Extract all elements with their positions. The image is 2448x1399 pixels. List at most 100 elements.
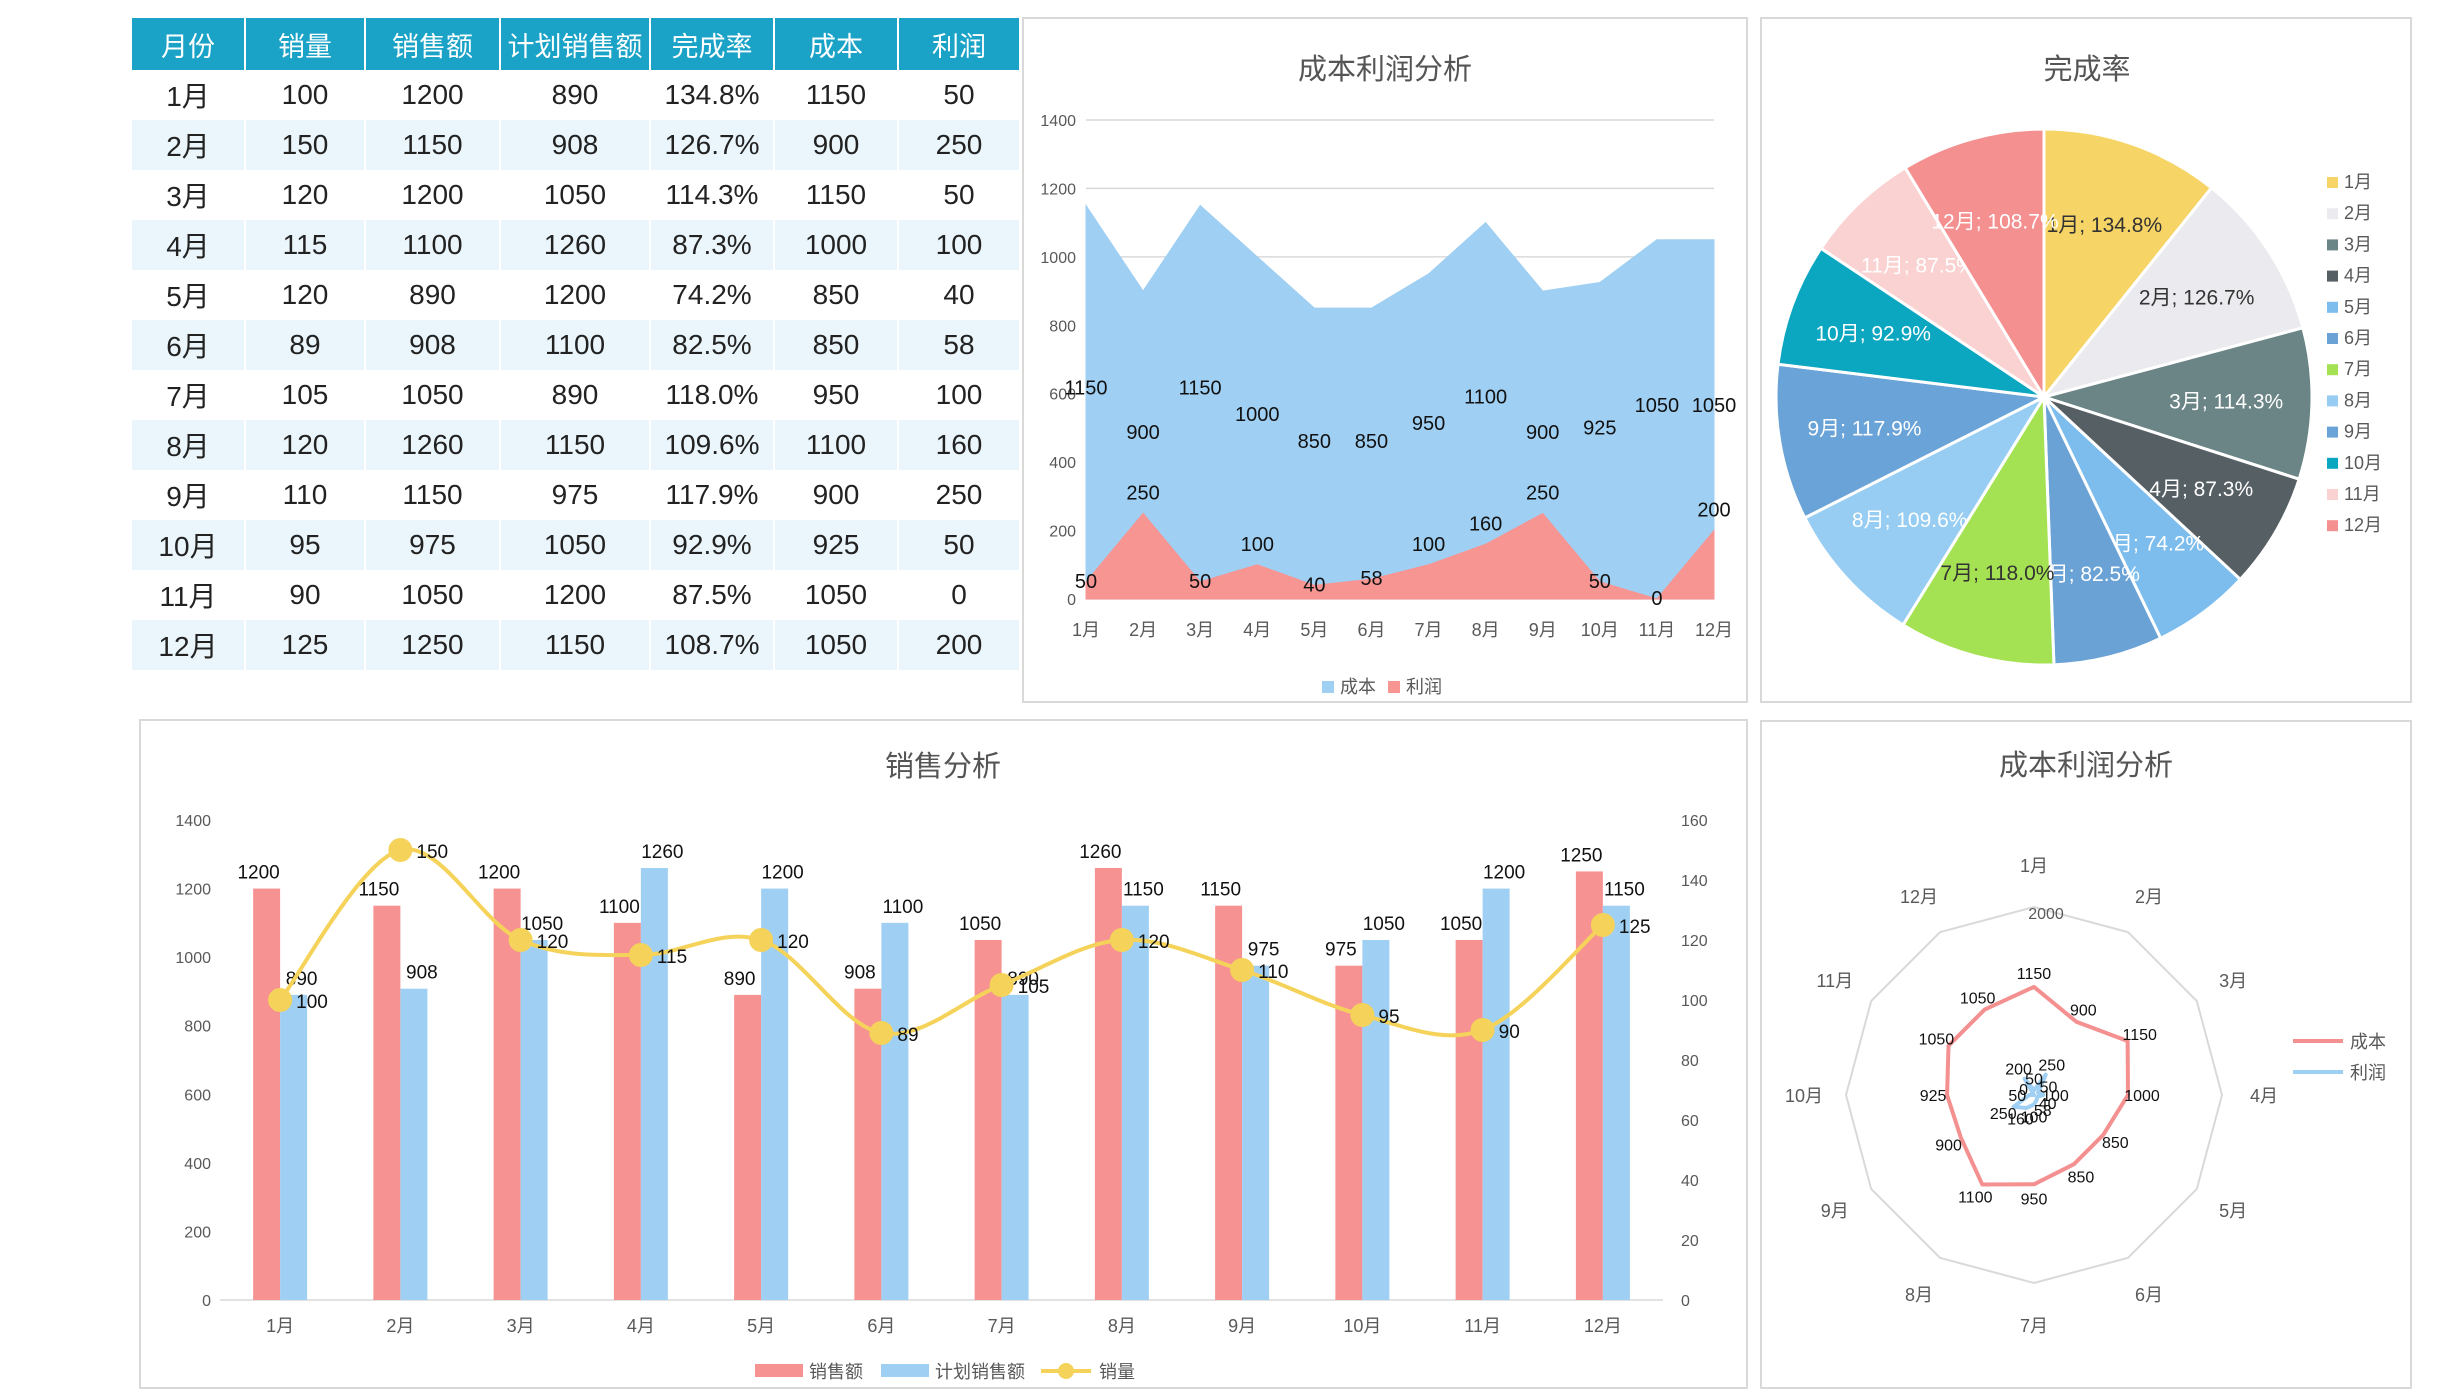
bar-data-label: 908	[406, 963, 438, 984]
bar-data-label: 1050	[1363, 914, 1405, 935]
pie-slice	[1774, 362, 2050, 520]
legend-swatch	[2327, 457, 2338, 469]
table-cell: 1150	[774, 70, 899, 120]
legend-label: 11月	[2344, 484, 2381, 504]
radar-data-label: 850	[2068, 1169, 2095, 1186]
data-label: 1100	[1464, 386, 1507, 408]
legend-label: 8月	[2344, 390, 2372, 410]
y-tick-label: 1000	[1040, 250, 1076, 267]
pie-slice	[1900, 392, 2056, 667]
x-tick-label: 9月	[1529, 620, 1557, 640]
line-data-label: 110	[1258, 962, 1288, 983]
line-data-label: 95	[1378, 1007, 1399, 1028]
x-tick-label: 6月	[867, 1316, 895, 1336]
bar	[1001, 994, 1029, 1300]
chart-title: 成本利润分析	[1999, 749, 2173, 782]
table-cell: 120	[245, 420, 366, 470]
data-label: 900	[1526, 422, 1559, 444]
table-cell: 1100	[500, 320, 651, 370]
x-tick-label: 2月	[1129, 620, 1157, 640]
legend: 成本利润	[2293, 1032, 2386, 1083]
chart-title: 完成率	[2043, 53, 2130, 86]
radar-axis-label: 5月	[2219, 1201, 2247, 1221]
pie-slice	[1802, 393, 2049, 627]
table-header-cell: 利润	[898, 18, 1021, 70]
line-data-label: 120	[1138, 932, 1170, 953]
line-marker	[989, 973, 1014, 997]
bar-data-label: 1150	[1200, 880, 1241, 901]
radar-data-label: 900	[1935, 1137, 1962, 1154]
data-label: 1150	[1179, 377, 1222, 399]
data-table: 月份 销量 销售额 计划销售额 完成率 成本 利润 1月 100 1200 890 134.8% 11…	[132, 18, 1021, 670]
legend-label: 计划销售额	[935, 1362, 1025, 1382]
legend-label: 2月	[2344, 203, 2372, 223]
line-marker	[869, 1021, 894, 1045]
y2-tick-label: 40	[1681, 1173, 1699, 1190]
x-tick-label: 7月	[988, 1316, 1016, 1336]
legend-swatch	[2327, 301, 2338, 313]
data-label: 50	[1189, 571, 1211, 593]
y2-tick-label: 160	[1681, 813, 1708, 830]
pie-slice	[2042, 395, 2301, 582]
table-header-cell: 销售额	[365, 18, 501, 70]
pie-slice	[2042, 396, 2163, 667]
table-header-cell: 销量	[245, 18, 366, 70]
table-cell: 100	[898, 370, 1021, 420]
y2-tick-label: 0	[1681, 1293, 1690, 1310]
x-tick-label: 11月	[1639, 620, 1676, 640]
y-tick-label: 600	[1049, 387, 1076, 404]
legend-swatch	[2327, 520, 2338, 532]
x-tick-label: 1月	[266, 1316, 294, 1336]
line-marker	[749, 928, 774, 952]
legend-swatch	[755, 1364, 803, 1377]
table-cell: 118.0%	[650, 370, 775, 420]
radar-data-label: 1150	[2017, 966, 2052, 983]
data-label: 1050	[1635, 395, 1680, 417]
table-cell: 74.2%	[650, 270, 775, 320]
bar-data-label: 1100	[882, 897, 923, 918]
table-row: 12月 125 1250 1150 108.7% 1050 200	[132, 620, 1021, 670]
bar-data-label: 975	[1325, 940, 1357, 961]
table-row: 1月 100 1200 890 134.8% 1150 50	[132, 70, 1021, 120]
table-cell: 1050	[365, 370, 501, 420]
table-cell: 925	[774, 520, 899, 570]
y-tick-label: 600	[184, 1087, 211, 1104]
bar-data-label: 1200	[1483, 863, 1525, 884]
pie-slice	[2038, 326, 2314, 482]
table-cell: 150	[245, 120, 366, 170]
bar	[280, 994, 308, 1300]
y2-tick-label: 80	[1681, 1053, 1699, 1070]
table-cell: 890	[500, 70, 651, 120]
radar-data-label: 40	[2039, 1096, 2057, 1113]
radar-axis-label: 4月	[2250, 1086, 2278, 1106]
radar-axis-label: 1月	[2020, 856, 2048, 876]
bar	[640, 868, 668, 1300]
table-cell: 1200	[365, 70, 501, 120]
y-tick-label: 1400	[1040, 113, 1076, 130]
data-label: 40	[1303, 574, 1325, 596]
table-header-cell: 成本	[774, 18, 899, 70]
line-marker	[508, 928, 533, 952]
legend-label: 7月	[2344, 359, 2372, 379]
pie-slice	[1818, 165, 2046, 399]
table-cell: 1050	[774, 570, 899, 620]
x-tick-label: 4月	[627, 1316, 655, 1336]
radar-data-label: 200	[2005, 1061, 2032, 1078]
table-row: 7月 105 1050 890 118.0% 950 100	[132, 370, 1021, 420]
area-chart: 成本利润分析0200400600800100012001400115090011…	[1040, 53, 1736, 697]
data-label: 925	[1583, 417, 1616, 439]
bar	[1242, 965, 1270, 1300]
pie-data-label: 1月; 134.8%	[2047, 214, 2163, 237]
table-cell: 1050	[500, 520, 651, 570]
data-label: 900	[1126, 422, 1159, 444]
bar-data-label: 975	[1248, 940, 1280, 961]
legend-swatch	[2327, 426, 2338, 438]
radar-grid	[1844, 905, 2224, 1285]
y-tick-label: 1200	[1040, 181, 1076, 198]
pie-data-label: 10月; 92.9%	[1815, 323, 1931, 346]
y-tick-label: 400	[184, 1156, 211, 1173]
x-tick-label: 5月	[1300, 620, 1328, 640]
table-cell: 50	[898, 70, 1021, 120]
table-row: 5月 120 890 1200 74.2% 850 40	[132, 270, 1021, 320]
radar-series-成本	[1945, 984, 2130, 1187]
